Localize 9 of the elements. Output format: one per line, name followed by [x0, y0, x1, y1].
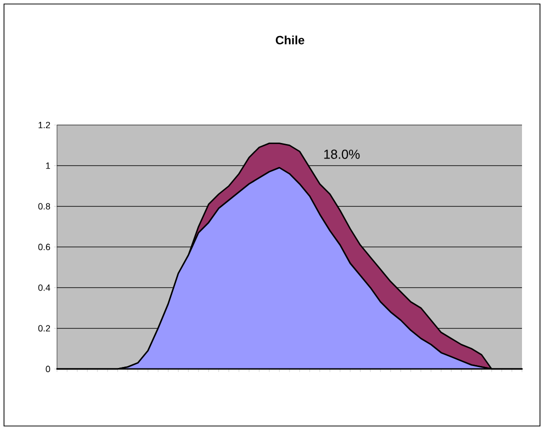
- y-tick-label: 0: [46, 366, 50, 372]
- chart-title: Chile: [276, 36, 304, 44]
- y-tick-label: 0.2: [38, 325, 50, 332]
- y-tick-label: 0.6: [38, 244, 50, 250]
- y-tick-label: 0.4: [38, 284, 50, 291]
- y-tick-label: 0.8: [38, 203, 50, 210]
- annotation: 18.0%: [324, 150, 360, 159]
- y-tick-label: 1: [46, 162, 50, 169]
- y-tick-label: 1.2: [38, 122, 50, 128]
